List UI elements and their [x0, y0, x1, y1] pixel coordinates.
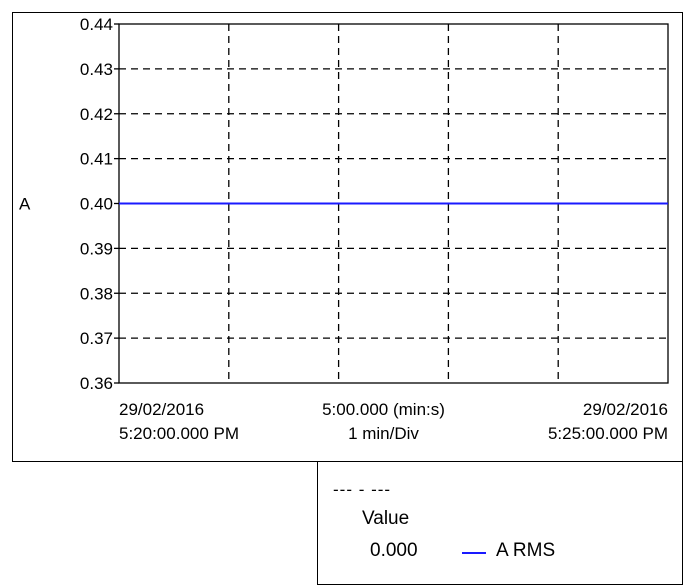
legend-column-label: Value	[362, 508, 410, 529]
legend-line-swatch	[462, 552, 486, 554]
line-chart: 0.44 0.43 0.42 0.41 0.40 0.39 0.38 0.37 0.36 A 29/…	[19, 15, 669, 443]
y-axis-label: A	[19, 195, 31, 214]
x-span-label: 5:00.000 (min:s)	[322, 400, 445, 419]
y-tick-label: 0.40	[80, 195, 113, 214]
y-tick-label: 0.38	[80, 284, 113, 303]
x-end-time-label: 5:25:00.000 PM	[548, 424, 668, 443]
y-tick-label: 0.39	[80, 239, 113, 258]
legend-value: 0.000	[370, 540, 418, 561]
y-tick-label: 0.42	[80, 105, 113, 124]
x-start-date-label: 29/02/2016	[119, 400, 204, 419]
y-tick-label: 0.37	[80, 329, 113, 348]
legend-series-name: A RMS	[496, 540, 556, 561]
y-tick-label: 0.41	[80, 150, 113, 169]
legend-header: --- - ---	[333, 480, 392, 499]
y-tick-label: 0.44	[80, 15, 113, 34]
x-start-time-label: 5:20:00.000 PM	[119, 424, 239, 443]
chart-frame: 0.44 0.43 0.42 0.41 0.40 0.39 0.38 0.37 0.36 A 29/…	[12, 12, 683, 462]
x-end-date-label: 29/02/2016	[583, 400, 668, 419]
y-tick-label: 0.36	[80, 374, 113, 393]
legend-box: --- - --- Value 0.000 A RMS	[317, 461, 683, 585]
x-division-label: 1 min/Div	[348, 424, 419, 443]
y-tick-label: 0.43	[80, 60, 113, 79]
